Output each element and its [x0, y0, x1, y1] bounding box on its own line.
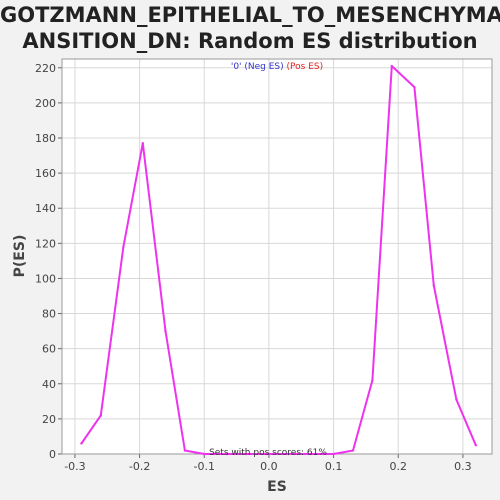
chart-title-line-2: ANSITION_DN: Random ES distribution [22, 29, 478, 53]
pos-scores-annotation: Sets with pos scores: 61% [209, 448, 327, 458]
data-point [371, 379, 374, 382]
x-tick-label: 0.0 [260, 460, 278, 473]
data-point [413, 85, 416, 89]
data-point [183, 449, 187, 452]
data-point [332, 452, 335, 456]
x-tick-label: -0.3 [64, 460, 85, 473]
y-tick-label: 140 [35, 202, 56, 215]
data-point [99, 414, 102, 417]
data-point [287, 452, 290, 456]
data-point [309, 452, 313, 456]
y-tick-label: 40 [42, 378, 56, 391]
x-tick-label: 0.3 [454, 460, 472, 473]
data-point [203, 452, 206, 456]
data-point [432, 284, 436, 287]
data-point [164, 329, 167, 333]
y-tick-label: 180 [35, 132, 56, 145]
data-point [455, 398, 458, 401]
y-tick-label: 60 [42, 343, 56, 356]
data-point [245, 452, 248, 456]
x-axis-label: ES [267, 479, 287, 495]
y-tick-label: 220 [35, 62, 56, 75]
data-point [474, 444, 478, 447]
y-tick-label: 20 [42, 413, 56, 426]
data-point [122, 245, 125, 249]
x-tick-label: 0.1 [325, 460, 343, 473]
chart-title-line-1: GOTZMANN_EPITHELIAL_TO_MESENCHYMAL_TR [0, 3, 500, 27]
y-tick-label: 0 [49, 448, 56, 461]
legend: '0' (Neg ES) (Pos ES) [231, 62, 323, 72]
x-tick-label: -0.2 [129, 460, 150, 473]
x-tick-label: -0.1 [194, 460, 215, 473]
data-point [80, 442, 83, 445]
y-tick-label: 200 [35, 97, 56, 110]
data-point [351, 449, 355, 452]
chart-title: GOTZMANN_EPITHELIAL_TO_MESENCHYMAL_TR AN… [0, 0, 500, 54]
series-line [80, 65, 477, 455]
series-layer [80, 64, 478, 456]
legend-pos: (Pos ES) [287, 62, 324, 72]
data-point [267, 452, 271, 456]
y-tick-label: 80 [42, 308, 56, 321]
plot-area [62, 59, 492, 454]
data-point [225, 452, 229, 456]
y-tick-label: 160 [35, 167, 56, 180]
data-point [141, 142, 145, 145]
y-tick-label: 120 [35, 237, 56, 250]
data-point [390, 64, 393, 68]
legend-neg: '0' (Neg ES) [231, 62, 284, 72]
y-axis-label: P(ES) [12, 235, 28, 278]
axes: -0.3 -0.2 -0.1 0.0 0.1 0.2 0.3 0 20 40 60 80 100 120 1… [35, 58, 493, 473]
y-tick-label: 100 [35, 272, 56, 285]
x-tick-label: 0.2 [389, 460, 407, 473]
